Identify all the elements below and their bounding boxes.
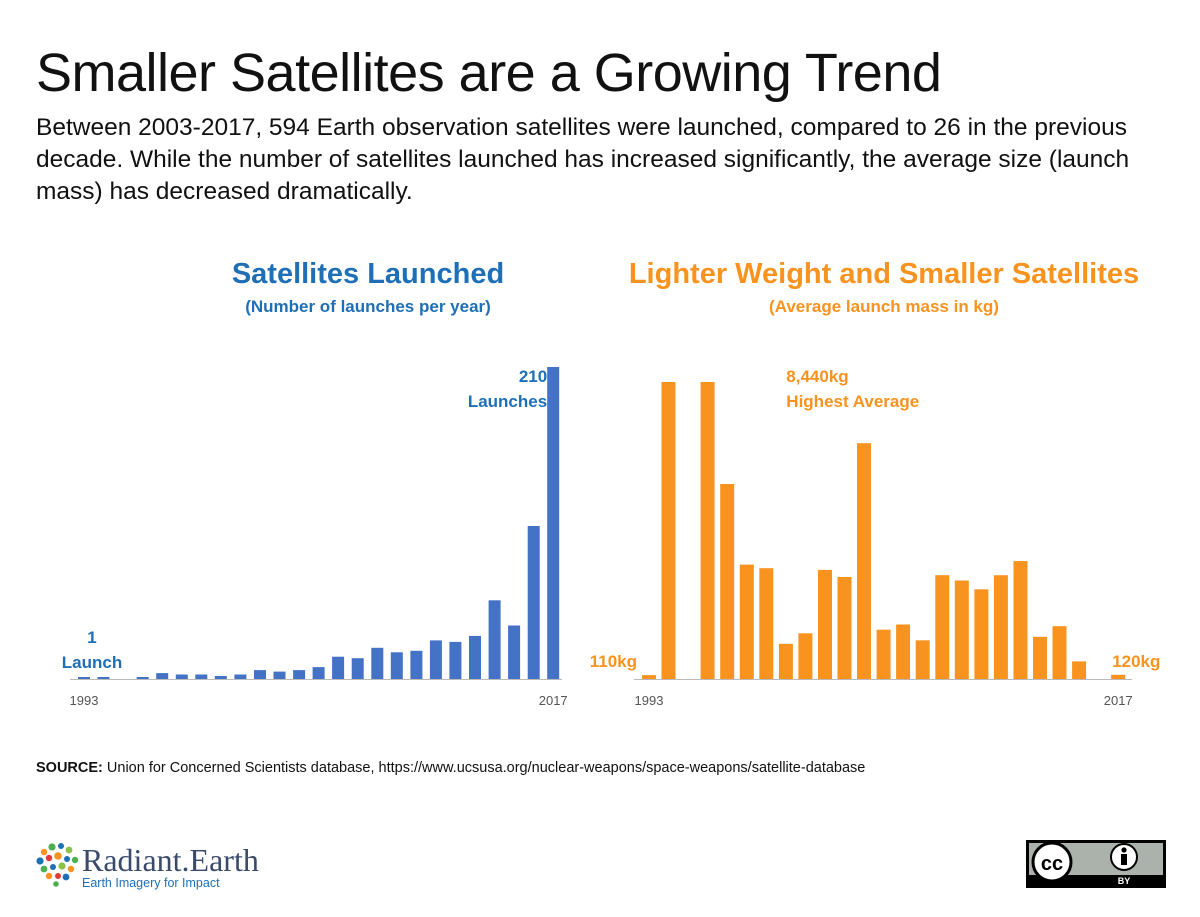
launches-bar-2003 [273, 671, 286, 679]
launches-bar-1994 [97, 677, 110, 679]
license-label: BY [1118, 876, 1131, 886]
radiant-earth-logo-icon [36, 843, 79, 887]
mass-bar-2011 [993, 575, 1008, 679]
mass-annotation-1993-line1: 110kg [590, 652, 637, 671]
mass-bar-2006 [896, 624, 911, 679]
cc-by-license-icon[interactable]: cc BY [1026, 840, 1166, 888]
launches-bar-2007 [351, 658, 364, 679]
launches-bar-2000 [214, 676, 227, 679]
launches-bar-2009 [390, 652, 403, 679]
mass-bar-1993 [642, 675, 656, 679]
launches-annotation-2017-line2: Launches [468, 392, 547, 411]
logo-tagline: Earth Imagery for Impact [82, 876, 220, 890]
mass-bar-2015 [1072, 661, 1087, 679]
launches-bar-1993 [78, 677, 90, 679]
source-label: SOURCE: [36, 760, 103, 776]
mass-bar-2002 [818, 569, 832, 679]
launches-bar-2008 [371, 647, 384, 679]
launches-bar-2014 [488, 600, 501, 679]
mass-annotation-1999-line1: 8,440kg [786, 367, 848, 386]
mass-bar-1999 [759, 568, 774, 679]
launches-annotation-2017-line1: 210 [519, 367, 547, 386]
mass-bar-1996 [700, 382, 715, 679]
launches-tick-label-2017: 2017 [539, 693, 568, 708]
mass-tick-label-2017: 2017 [1104, 693, 1133, 708]
svg-text:cc: cc [1041, 853, 1063, 875]
mass-bar-2009 [954, 580, 969, 679]
mass-bar-2013 [1033, 636, 1047, 679]
right-chart-subtitle: (Average launch mass in kg) [769, 297, 999, 316]
launches-bar-2015 [508, 625, 521, 679]
mass-bar-1997 [720, 484, 735, 679]
launches-annotation-1993-line1: 1 [87, 628, 96, 647]
mass-tick-label-1993: 1993 [635, 693, 664, 708]
launches-bar-2017 [547, 367, 560, 679]
launches-bar-1996 [136, 677, 149, 679]
launches-bar-2011 [429, 640, 442, 679]
launches-bar-2013 [469, 635, 481, 679]
left-chart-title: Satellites Launched [231, 258, 505, 290]
mass-bar-2012 [1013, 561, 1028, 679]
left-chart-subtitle: (Number of launches per year) [245, 297, 491, 316]
launches-bar-2002 [254, 670, 266, 679]
mass-annotation-2017-line1: 120kg [1112, 652, 1160, 671]
launches-bar-1998 [175, 674, 188, 679]
launches-bar-2012 [449, 641, 462, 679]
mass-bar-2008 [935, 575, 950, 679]
mass-bar-2010 [974, 589, 989, 679]
mass-bar-2004 [857, 443, 871, 679]
launches-annotation-1993-line2: Launch [62, 653, 122, 672]
mass-bar-2007 [915, 640, 930, 679]
launches-bar-1999 [195, 674, 208, 679]
mass-bar-2017 [1111, 674, 1126, 679]
logo-name: Radiant.Earth [82, 842, 259, 878]
launches-tick-label-1993: 1993 [70, 693, 99, 708]
right-chart-title: Lighter Weight and Smaller Satellites [628, 258, 1140, 290]
mass-bar-1994 [661, 382, 676, 679]
mass-bar-1998 [739, 564, 754, 679]
mass-bar-2003 [837, 577, 852, 679]
launches-bar-2005 [312, 667, 325, 679]
mass-bar-2005 [876, 629, 891, 679]
source-text: Union for Concerned Scientists database,… [102, 760, 866, 776]
page-subtitle: Between 2003-2017, 594 Earth observation… [36, 114, 1130, 205]
source-note: SOURCE: Union for Concerned Scientists d… [36, 760, 865, 776]
mass-bar-2001 [798, 633, 813, 679]
page-title: Smaller Satellites are a Growing Trend [36, 43, 942, 103]
launches-bar-2016 [527, 526, 540, 679]
mass-bar-2014 [1052, 626, 1067, 679]
launches-bar-2010 [410, 650, 423, 679]
launches-bar-2006 [332, 656, 345, 679]
launches-bar-2001 [234, 674, 247, 679]
mass-annotation-1999-line2: Highest Average [786, 392, 919, 411]
launches-bar-2004 [293, 670, 306, 679]
launches-bar-1997 [156, 673, 169, 679]
mass-bar-2000 [778, 643, 793, 679]
